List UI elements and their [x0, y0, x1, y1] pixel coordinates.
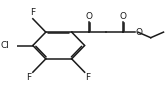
- Text: O: O: [135, 28, 142, 37]
- Text: Cl: Cl: [0, 41, 9, 50]
- Text: F: F: [85, 73, 90, 82]
- Text: O: O: [86, 12, 93, 21]
- Text: F: F: [26, 73, 31, 82]
- Text: O: O: [120, 12, 127, 21]
- Text: F: F: [30, 8, 35, 17]
